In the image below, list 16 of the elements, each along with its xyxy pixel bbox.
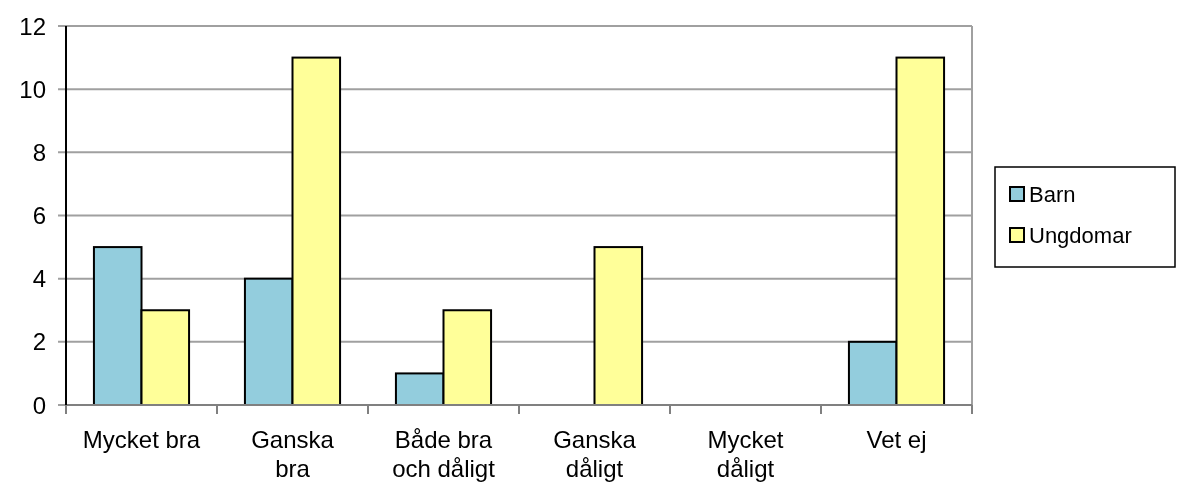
- x-tick-label: Mycket dåligt: [707, 426, 784, 482]
- y-tick-label: 8: [32, 138, 46, 166]
- legend-label: Ungdomar: [1029, 222, 1132, 248]
- y-tick-label: 0: [32, 391, 46, 419]
- bar: [593, 246, 644, 406]
- x-tick-label: Mycket bra: [82, 426, 201, 453]
- x-tick-label: Både bra och dåligt: [392, 426, 496, 482]
- x-tick-label: Ganska bra: [251, 426, 335, 482]
- legend-label: Barn: [1029, 181, 1076, 207]
- y-tick-label: 10: [19, 75, 46, 103]
- y-tick-label: 4: [32, 265, 46, 293]
- x-tick-label: Ganska dåligt: [553, 426, 637, 482]
- y-tick-label: 6: [32, 202, 46, 229]
- y-tick-label: 2: [32, 328, 46, 356]
- x-tick-label: Vet ej: [866, 426, 927, 453]
- y-tick-label: 12: [19, 12, 46, 40]
